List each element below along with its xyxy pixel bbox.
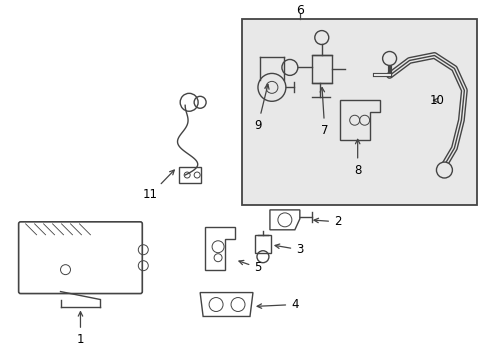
- Circle shape: [382, 51, 396, 66]
- Text: 10: 10: [429, 94, 444, 107]
- Bar: [242, 19, 476, 205]
- Text: 11: 11: [142, 170, 174, 202]
- Circle shape: [436, 162, 451, 178]
- Text: 1: 1: [77, 312, 84, 346]
- Text: 2: 2: [313, 215, 341, 228]
- Text: 6: 6: [295, 4, 303, 17]
- Text: 8: 8: [353, 139, 361, 176]
- Text: 5: 5: [239, 260, 261, 274]
- Text: 9: 9: [254, 85, 268, 132]
- Text: 4: 4: [257, 298, 298, 311]
- Bar: [311, 55, 331, 84]
- Bar: [254, 235, 270, 253]
- Bar: [179, 167, 201, 183]
- Text: 3: 3: [274, 243, 303, 256]
- Text: 7: 7: [320, 87, 328, 137]
